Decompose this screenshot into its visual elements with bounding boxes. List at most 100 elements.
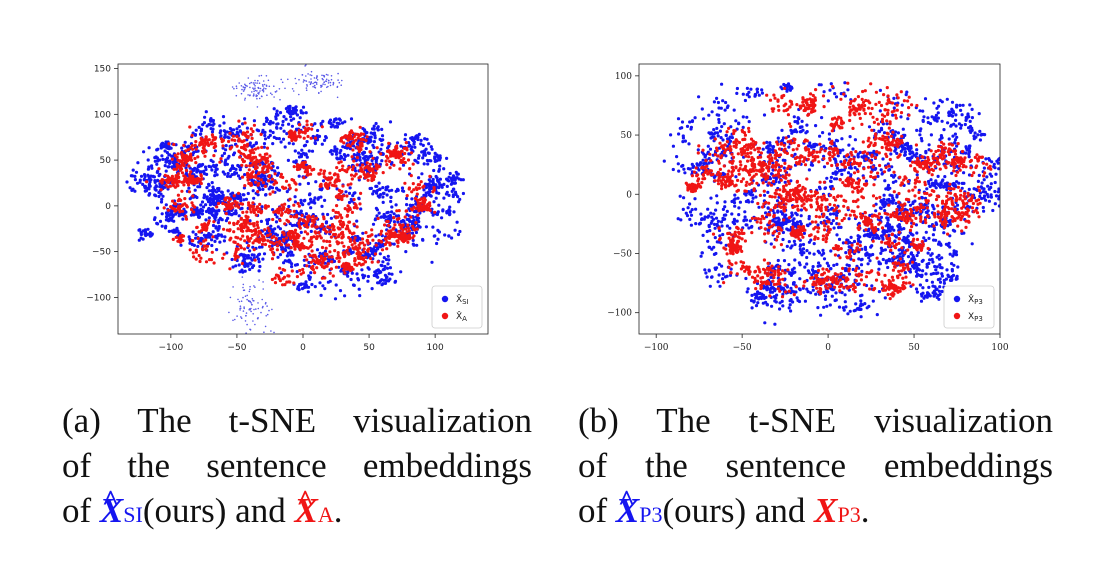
series-1-point bbox=[416, 137, 420, 142]
series-1-point bbox=[399, 270, 403, 274]
series-1-point bbox=[826, 99, 830, 103]
series-1-point bbox=[188, 241, 192, 245]
series-2-point bbox=[239, 216, 243, 220]
series-2-point bbox=[337, 233, 341, 237]
series-1-point bbox=[343, 120, 347, 124]
series-1-point bbox=[766, 206, 770, 210]
series-2-point bbox=[325, 185, 329, 189]
series-2-point bbox=[301, 218, 305, 222]
series-1-point bbox=[226, 156, 230, 160]
series-2-point bbox=[187, 158, 191, 162]
series-2-point bbox=[405, 230, 409, 234]
series-1-point bbox=[396, 220, 400, 224]
series-1-point bbox=[205, 172, 209, 176]
series-1-point bbox=[442, 182, 446, 186]
series-1-point bbox=[726, 144, 730, 148]
series-2-point bbox=[270, 236, 274, 240]
series-1-point bbox=[263, 87, 265, 89]
series-2-point bbox=[339, 194, 344, 198]
series-1-point bbox=[889, 152, 893, 156]
series-1-point bbox=[835, 214, 839, 218]
series-2-point bbox=[319, 236, 323, 240]
series-1-point bbox=[380, 143, 384, 147]
series-1-point bbox=[305, 140, 309, 144]
series-1-point bbox=[146, 167, 150, 171]
series-1-point bbox=[321, 74, 323, 77]
series-2-point bbox=[370, 228, 374, 232]
series-1-point bbox=[851, 267, 855, 272]
series-1-point bbox=[295, 113, 299, 117]
series-1-point bbox=[168, 161, 172, 165]
series-1-point bbox=[361, 151, 365, 155]
series-1-point bbox=[935, 222, 939, 226]
series-2-point bbox=[392, 148, 396, 152]
series-1-point bbox=[340, 84, 343, 86]
series-2-point bbox=[346, 204, 350, 208]
series-2-point bbox=[407, 187, 411, 191]
series-1-point bbox=[325, 73, 328, 76]
series-1-point bbox=[323, 287, 327, 291]
series-1-point bbox=[271, 93, 273, 96]
series-2-point bbox=[295, 275, 299, 279]
series-1-point bbox=[708, 284, 712, 288]
series-2-point bbox=[337, 259, 341, 264]
series-1-point bbox=[214, 195, 218, 199]
series-1-point bbox=[350, 271, 354, 275]
series-1-point bbox=[321, 284, 325, 288]
series-1-point bbox=[243, 117, 247, 121]
series-2-point bbox=[310, 224, 314, 228]
series-1-point bbox=[156, 147, 160, 151]
series-1-point bbox=[275, 90, 278, 92]
series-1-point bbox=[243, 289, 246, 292]
series-2-point bbox=[327, 255, 331, 259]
series-1-point bbox=[198, 132, 203, 136]
series-2-point bbox=[266, 226, 270, 230]
series-2-point bbox=[286, 211, 290, 215]
series-1-point bbox=[335, 125, 339, 129]
series-1-point bbox=[290, 250, 294, 254]
series-2-point bbox=[296, 167, 300, 171]
series-1-point bbox=[194, 149, 198, 153]
series-2-point bbox=[350, 232, 354, 236]
series-1-point bbox=[386, 210, 390, 214]
series-2-point bbox=[227, 139, 231, 144]
series-2-point bbox=[281, 283, 285, 287]
series-1-point bbox=[336, 157, 340, 161]
series-2-point bbox=[309, 123, 314, 127]
series-1-point bbox=[721, 272, 725, 276]
series-1-point bbox=[881, 257, 885, 262]
series-1-point bbox=[259, 219, 263, 223]
series-2-point bbox=[238, 155, 242, 159]
series-1-point bbox=[262, 89, 265, 91]
series-1-point bbox=[246, 85, 248, 87]
series-1-point bbox=[315, 248, 320, 252]
series-2-point bbox=[395, 234, 399, 238]
series-1-point bbox=[375, 184, 379, 188]
series-1-point bbox=[451, 174, 456, 178]
series-2-point bbox=[204, 260, 209, 264]
series-2-point bbox=[292, 239, 296, 243]
series-1-point bbox=[157, 174, 161, 178]
caption-a-line2: of the sentence embeddings bbox=[62, 446, 532, 485]
series-1-point bbox=[197, 125, 201, 129]
series-2-point bbox=[362, 247, 366, 251]
series-2-point bbox=[241, 131, 245, 135]
series-2-point bbox=[274, 181, 279, 185]
series-2-point bbox=[336, 251, 340, 255]
series-2-point bbox=[233, 138, 237, 142]
series-1-point bbox=[305, 80, 308, 82]
series-2-point bbox=[286, 274, 290, 278]
series-1-point bbox=[802, 231, 806, 235]
series-2-point bbox=[268, 244, 272, 248]
series-2-point bbox=[231, 202, 235, 206]
series-1-point bbox=[265, 301, 267, 304]
series-2-point bbox=[293, 247, 297, 251]
series-1-point bbox=[232, 128, 236, 132]
series-2-point bbox=[212, 261, 216, 265]
series-2-point bbox=[338, 213, 342, 217]
series-1-point bbox=[752, 300, 756, 304]
series-2-point bbox=[193, 179, 197, 183]
series-1-point bbox=[262, 281, 264, 283]
series-1-point bbox=[258, 75, 261, 77]
series-2-point bbox=[175, 155, 179, 159]
